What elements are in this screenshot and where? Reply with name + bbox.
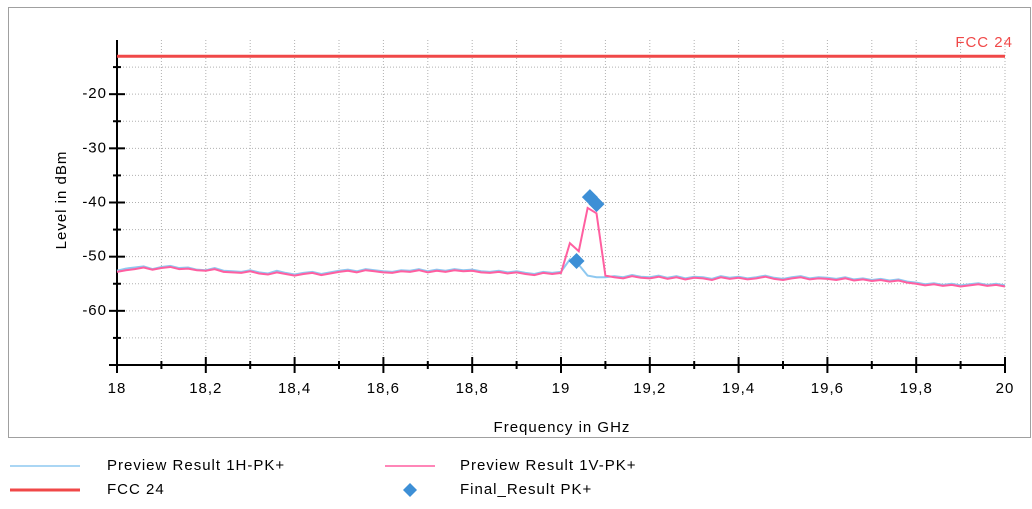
y-tick-label: -50 xyxy=(82,248,107,265)
y-tick-label: -60 xyxy=(82,302,107,319)
final-marker xyxy=(588,196,605,213)
y-tick-label: -20 xyxy=(82,85,107,102)
legend-label: Preview Result 1V-PK+ xyxy=(460,457,637,474)
y-tick-label: -30 xyxy=(82,139,107,156)
x-axis-label: Frequency in GHz xyxy=(494,419,631,436)
frame xyxy=(8,7,1031,438)
series-line xyxy=(116,206,1006,288)
x-tick-label: 18,2 xyxy=(189,380,222,397)
x-tick-label: 18,6 xyxy=(367,380,400,397)
x-tick-label: 18,4 xyxy=(278,380,311,397)
y-axis-label: Level in dBm xyxy=(53,151,70,250)
y-tick-label: -40 xyxy=(82,193,107,210)
x-tick-label: 19,4 xyxy=(722,380,755,397)
x-tick-label: 19,6 xyxy=(811,380,844,397)
legend-swatch xyxy=(403,483,417,497)
legend-label: Final_Result PK+ xyxy=(460,481,592,498)
x-tick-label: 19 xyxy=(552,380,571,397)
x-tick-label: 18,8 xyxy=(456,380,489,397)
legend-label: FCC 24 xyxy=(107,481,165,498)
limit-label: FCC 24 xyxy=(955,34,1013,51)
x-tick-label: 20 xyxy=(996,380,1015,397)
x-tick-label: 19,8 xyxy=(900,380,933,397)
final-marker xyxy=(568,253,585,269)
legend-label: Preview Result 1H-PK+ xyxy=(107,457,285,474)
x-tick-label: 19,2 xyxy=(633,380,666,397)
x-tick-label: 18 xyxy=(108,380,127,397)
